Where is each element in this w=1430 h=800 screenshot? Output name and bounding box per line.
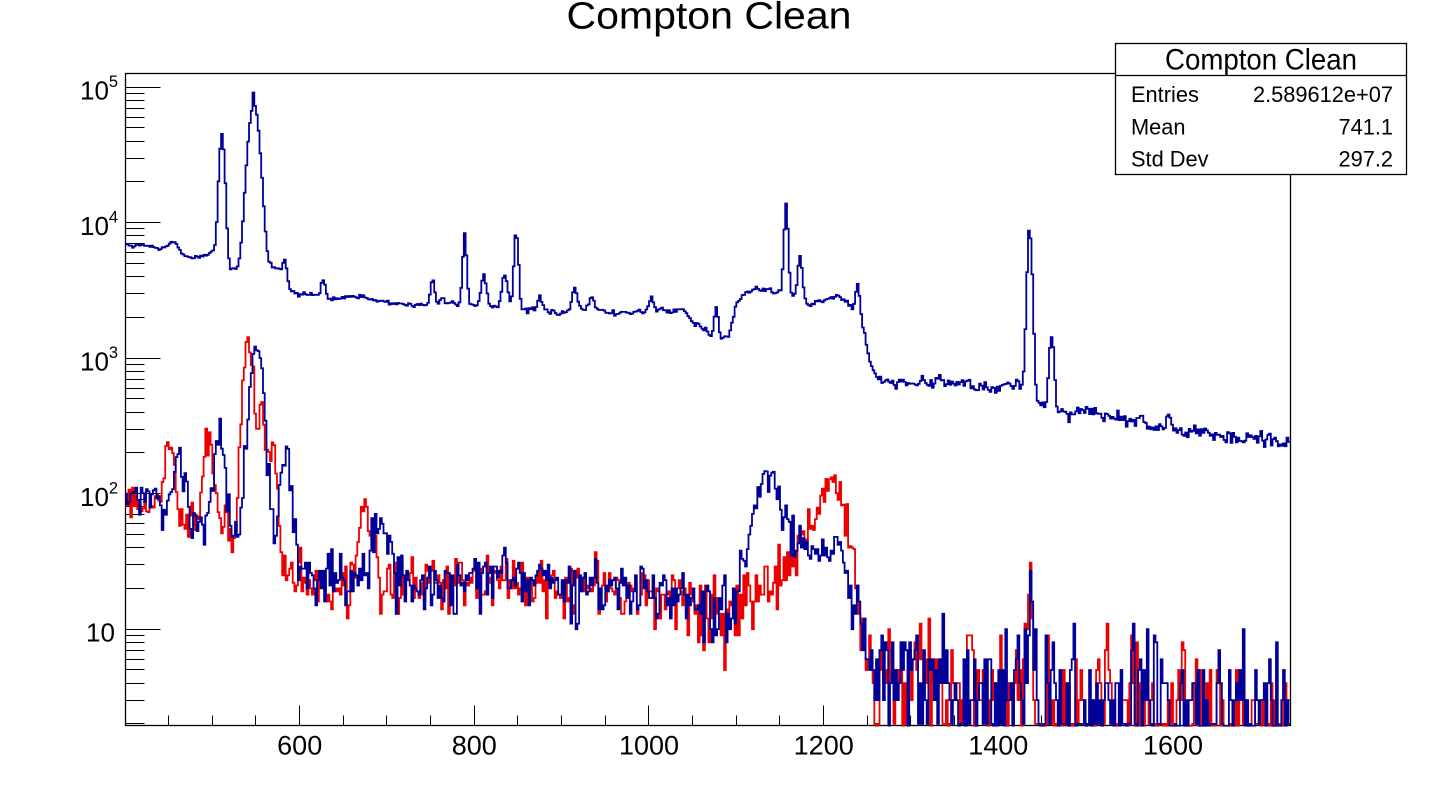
svg-text:800: 800 [452,731,497,761]
svg-text:1200: 1200 [794,731,854,761]
svg-text:Std Dev: Std Dev [1131,146,1209,171]
svg-text:10: 10 [86,617,115,647]
svg-text:1000: 1000 [619,731,679,761]
svg-text:741.1: 741.1 [1338,114,1393,139]
svg-text:Mean: Mean [1131,114,1186,139]
svg-text:Compton Clean: Compton Clean [1165,44,1357,77]
svg-text:1400: 1400 [968,731,1028,761]
svg-text:Entries: Entries [1131,82,1199,107]
svg-text:2.589612e+07: 2.589612e+07 [1253,82,1393,107]
svg-text:Compton Clean: Compton Clean [567,0,852,38]
svg-text:1600: 1600 [1143,731,1203,761]
svg-text:600: 600 [277,731,322,761]
svg-text:297.2: 297.2 [1338,146,1393,171]
